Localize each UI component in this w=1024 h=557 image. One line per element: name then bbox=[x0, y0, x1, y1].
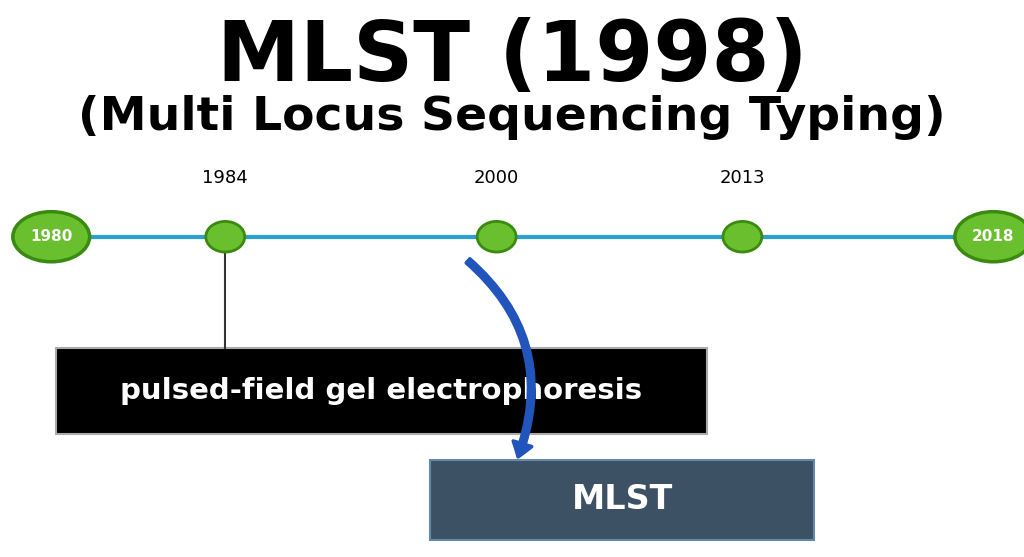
Text: 2013: 2013 bbox=[720, 169, 765, 187]
Text: 1984: 1984 bbox=[203, 169, 248, 187]
Ellipse shape bbox=[206, 222, 245, 252]
FancyBboxPatch shape bbox=[56, 348, 707, 434]
Text: (Multi Locus Sequencing Typing): (Multi Locus Sequencing Typing) bbox=[78, 95, 946, 140]
Ellipse shape bbox=[723, 222, 762, 252]
Text: 2000: 2000 bbox=[474, 169, 519, 187]
Ellipse shape bbox=[13, 212, 90, 262]
Text: 2018: 2018 bbox=[972, 229, 1015, 244]
Text: 1980: 1980 bbox=[30, 229, 73, 244]
Ellipse shape bbox=[477, 222, 516, 252]
Ellipse shape bbox=[954, 212, 1024, 262]
FancyBboxPatch shape bbox=[430, 460, 814, 540]
Text: pulsed-field gel electrophoresis: pulsed-field gel electrophoresis bbox=[121, 377, 642, 405]
Text: MLST (1998): MLST (1998) bbox=[217, 17, 807, 97]
Text: MLST: MLST bbox=[571, 483, 673, 516]
FancyArrowPatch shape bbox=[466, 259, 535, 457]
